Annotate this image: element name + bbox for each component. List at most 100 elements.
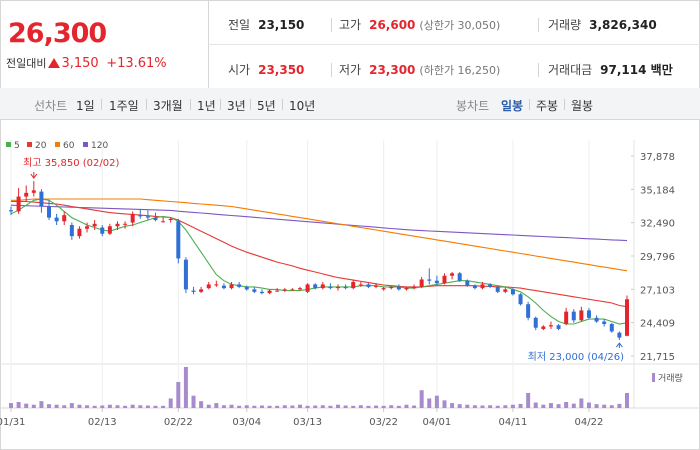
volume-bar [336, 404, 341, 408]
stat-key: 거래량 [548, 18, 582, 32]
volume-bar [389, 405, 394, 408]
volume-bar [47, 404, 52, 408]
legend-swatch [27, 142, 32, 147]
x-tick-label: 03/04 [232, 417, 261, 428]
period-3m-button[interactable]: 3개월 [153, 99, 183, 113]
volume-bar [366, 405, 371, 408]
volume-bar [510, 404, 515, 408]
x-tick-label: 01/31 [0, 417, 25, 428]
candle-body [358, 284, 363, 286]
volume-bar [556, 404, 561, 408]
candle-body [571, 311, 576, 321]
candle-body [168, 218, 173, 221]
candle-body [77, 228, 82, 237]
volume-legend-swatch [652, 373, 655, 382]
divider [331, 18, 332, 32]
series-line-ma5 [10, 198, 628, 325]
y-tick-label: 21,715 [640, 352, 675, 363]
volume-bar [313, 405, 318, 408]
period-1w-button[interactable]: 1주일 [109, 99, 139, 113]
volume-bar [244, 405, 249, 408]
legend-swatch [55, 142, 60, 147]
volume-bar [229, 404, 234, 408]
candle-body [275, 290, 280, 292]
candle-body [191, 290, 196, 292]
stats-row-divider [208, 44, 700, 45]
candle-monthly-button[interactable]: 월봉 [571, 99, 594, 113]
volume-bar [480, 405, 485, 408]
candle-body [145, 216, 150, 218]
stat-trade-value: 거래대금 97,114 백만 [548, 61, 673, 78]
low-annotation: 최저 23,000 (04/26) [528, 351, 624, 363]
stock-summary: 26,300 전일대비 3,150 +13.61% 전일 23,150 고가 26,6… [0, 0, 700, 89]
volume-bar [579, 398, 584, 408]
volume-bar [176, 382, 181, 408]
candle-body [594, 317, 599, 322]
y-tick-label: 29,796 [640, 252, 675, 263]
divider [190, 99, 191, 110]
stat-key: 전일 [228, 18, 251, 32]
candle-body [313, 284, 318, 289]
volume-bar [199, 401, 204, 408]
stat-key: 거래대금 [548, 63, 593, 77]
period-1y-button[interactable]: 1년 [197, 99, 216, 113]
price-change: 전일대비 3,150 +13.61% [6, 55, 167, 71]
candle-body [92, 223, 97, 227]
y-tick-label: 27,103 [640, 285, 675, 296]
volume-bar [450, 403, 455, 408]
volume-bar [145, 405, 150, 408]
price-box: 26,300 전일대비 3,150 +13.61% [0, 0, 209, 88]
volume-bar [609, 405, 614, 408]
x-tick-label: 04/11 [499, 417, 528, 428]
legend-label: 20 [35, 141, 47, 151]
candle-weekly-button[interactable]: 주봉 [536, 99, 559, 113]
period-3y-button[interactable]: 3년 [227, 99, 246, 113]
candle-body [54, 217, 59, 222]
candle-body [229, 284, 234, 289]
volume-bar [427, 398, 432, 408]
volume-bar [442, 400, 447, 408]
volume-bar [320, 405, 325, 408]
period-5y-button[interactable]: 5년 [257, 99, 276, 113]
candle-body [100, 227, 105, 234]
chart-toolbar: 선차트 1일 1주일 3개월 1년 3년 5년 10년 봉차트 일봉 주봉 월봉 [0, 88, 700, 120]
candle-body [199, 289, 204, 292]
volume-bar [404, 404, 409, 408]
candle-body [176, 221, 181, 259]
high-arrow-icon [30, 173, 38, 179]
series-line-ma60 [11, 198, 628, 272]
volume-bar [297, 404, 302, 408]
divider [220, 99, 221, 110]
stat-value: 23,300 [369, 63, 416, 77]
period-10y-button[interactable]: 10년 [289, 99, 316, 113]
candle-body [183, 259, 188, 290]
candle-body [480, 284, 485, 289]
volume-bar [381, 405, 386, 408]
stat-key: 저가 [339, 63, 362, 77]
volume-bar [602, 404, 607, 408]
volume-bar [434, 395, 439, 408]
change-amount: 3,150 [61, 56, 99, 71]
volume-bar [191, 395, 196, 408]
volume-bar [594, 404, 599, 408]
period-1d-button[interactable]: 1일 [76, 99, 95, 113]
volume-bar [77, 404, 82, 408]
legend-label: 60 [63, 141, 75, 151]
y-tick-label: 35,184 [640, 185, 675, 196]
divider [564, 99, 565, 110]
stat-sub: (하한가 16,250) [419, 64, 501, 77]
volume-bar [123, 405, 128, 408]
candle-body [450, 273, 455, 276]
volume-bar [533, 402, 538, 408]
stat-sub: (상한가 30,050) [419, 19, 501, 32]
candle-daily-button[interactable]: 일봉 [501, 99, 524, 113]
x-tick-label: 02/13 [88, 417, 117, 428]
candle-body [510, 289, 515, 295]
volume-bar [100, 405, 105, 408]
candle-body [85, 226, 90, 229]
candle-body [16, 196, 21, 212]
candle-body [244, 286, 249, 290]
volume-bar [518, 403, 523, 408]
volume-bar [115, 405, 120, 408]
